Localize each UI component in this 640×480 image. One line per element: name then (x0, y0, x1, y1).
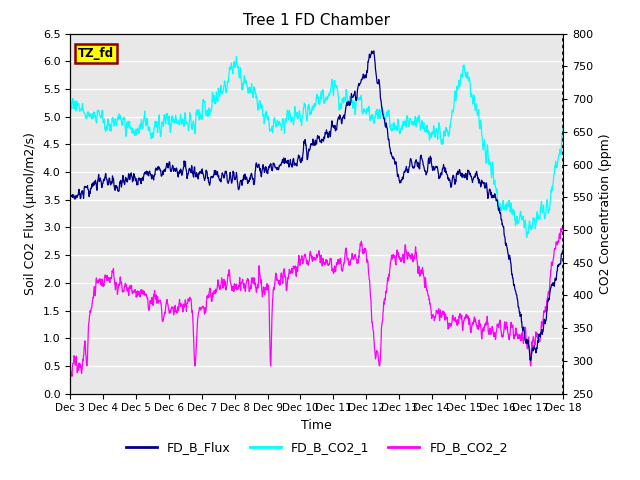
X-axis label: Time: Time (301, 419, 332, 432)
Legend: FD_B_Flux, FD_B_CO2_1, FD_B_CO2_2: FD_B_Flux, FD_B_CO2_1, FD_B_CO2_2 (121, 436, 513, 459)
Y-axis label: Soil CO2 Flux (μmol/m2/s): Soil CO2 Flux (μmol/m2/s) (24, 132, 37, 295)
Y-axis label: CO2 Concentration (ppm): CO2 Concentration (ppm) (599, 133, 612, 294)
Text: TZ_fd: TZ_fd (78, 47, 114, 60)
Title: Tree 1 FD Chamber: Tree 1 FD Chamber (243, 13, 390, 28)
